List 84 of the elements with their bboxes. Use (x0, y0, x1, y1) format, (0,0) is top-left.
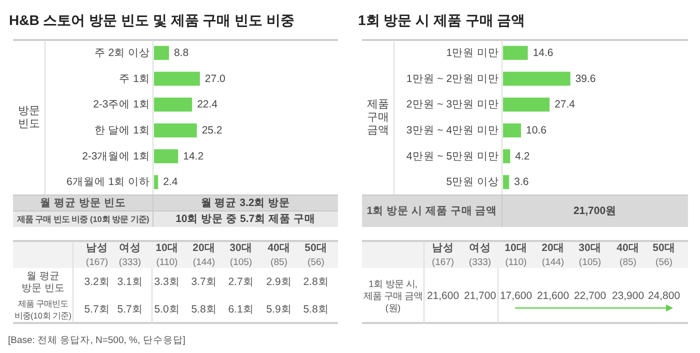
x-tick-label: 여성 (333) (468, 242, 492, 268)
data-label: 3.7회 (191, 276, 217, 288)
y-tick-label: 제품 구매빈도 비중(10회 기준) (14, 298, 72, 320)
data-label: 3.6 (514, 176, 529, 188)
x-tick-label: 남성 (167) (432, 242, 454, 268)
chart-title: 1회 방문 시 제품 구매 금액 (358, 12, 526, 28)
data-label: 10.6 (526, 124, 547, 136)
x-tick-label: 40대 (85) (616, 242, 640, 268)
bar (154, 175, 158, 190)
text: 월 평균 3.2회 방문 (200, 197, 290, 209)
y-tick-label: 5만원 이상 (446, 176, 499, 188)
x-tick-label: 여성 (333) (118, 242, 142, 268)
data-label: 5.8회 (303, 303, 329, 316)
data-label: 5.0회 (154, 303, 180, 316)
text: 10회 방문 중 5.7회 제품 구매 (176, 213, 316, 225)
y-axis-title: 방문 빈도 (18, 105, 40, 130)
y-tick-label: 1회 방문 시, 제품 구매 금액 (원) (363, 279, 423, 313)
bar (503, 149, 510, 164)
y-tick-label: 3만원 ~ 4만원 미만 (406, 124, 499, 136)
y-tick-label: 4만원 ~ 5만원 미만 (406, 150, 499, 162)
data-label: 14.2 (183, 150, 204, 162)
bar (154, 123, 197, 138)
data-label: 5.9회 (266, 303, 292, 316)
data-label: 5.7회 (84, 303, 110, 316)
bar (503, 72, 570, 86)
data-label: 23,900 (612, 290, 644, 302)
data-label: 17,600 (500, 290, 532, 302)
x-tick-label: 50대 (56) (652, 242, 676, 268)
data-label: 4.2 (515, 150, 530, 162)
data-label: 6.1회 (228, 303, 254, 316)
data-label: 27.4 (554, 98, 576, 111)
x-tick-label: 30대 (105) (230, 242, 252, 268)
y-tick-label: 6개월에 1회 이하 (66, 176, 150, 188)
y-axis-title: 제품 구매 금액 (367, 98, 389, 136)
data-label: 21,600 (426, 290, 460, 302)
y-tick-label: 2-3개월에 1회 (82, 150, 150, 162)
data-label: 39.6 (575, 72, 596, 85)
data-label: 3.1회 (117, 276, 143, 288)
text: 1회 방문 시 제품 구매 금액 (366, 205, 498, 217)
data-label: 2.7회 (228, 276, 254, 288)
data-label: 21,700 (464, 290, 496, 302)
chart-title: H&B 스토어 방문 빈도 및 제품 구매 빈도 비중 (9, 12, 294, 28)
y-tick-label: 주 1회 (119, 72, 150, 85)
data-label: 3.3회 (154, 276, 180, 288)
y-tick-label: 1만원 미만 (446, 46, 499, 59)
bar (503, 175, 510, 190)
data-label: 2.4 (163, 176, 178, 188)
x-tick-label: 남성 (167) (86, 242, 108, 268)
data-label: 25.2 (202, 124, 222, 136)
x-tick-label: 10대 (110) (156, 242, 178, 268)
x-tick-label: 40대 (85) (268, 242, 290, 268)
data-label: 24,800 (648, 290, 680, 302)
data-label: 2.8회 (303, 276, 329, 288)
text: 월 평균 방문 빈도 (40, 197, 126, 209)
x-tick-label: 20대 (144) (192, 242, 216, 268)
bar (154, 149, 178, 164)
data-label: 2.9회 (266, 276, 292, 288)
bar (154, 46, 169, 60)
data-label: 5.8회 (191, 303, 217, 316)
x-tick-label: 20대 (144) (542, 242, 564, 268)
data-label: 3.2회 (84, 276, 110, 288)
y-tick-label: 주 2회 이상 (94, 46, 150, 59)
data-label: 22.4 (197, 98, 218, 111)
data-label: 21,600 (536, 290, 570, 302)
data-label: 5.7회 (117, 303, 143, 316)
data-label: 8.8 (174, 46, 189, 59)
data-label: 14.6 (532, 46, 554, 59)
text: [Base: 전체 응답자, N=500, %, 단수응답] (8, 334, 186, 346)
bar (503, 46, 528, 60)
y-tick-label: 2-3주에 1회 (93, 98, 150, 111)
x-tick-label: 10대 (110) (504, 242, 528, 268)
bar (503, 123, 522, 138)
bar (503, 98, 550, 112)
y-tick-label: 2만원 ~ 3만원 미만 (406, 98, 499, 111)
bar (154, 98, 192, 112)
text: 제품 구매 빈도 비중 (10회 방문 기준) (16, 214, 150, 224)
data-label: 22,700 (574, 290, 606, 302)
x-tick-label: 30대 (105) (578, 242, 602, 268)
y-tick-label: 1만원 ~ 2만원 미만 (406, 72, 499, 85)
y-tick-label: 한 달에 1회 (94, 124, 150, 136)
data-label: 27.0 (204, 72, 226, 85)
x-tick-label: 50대 (56) (304, 242, 328, 268)
text: 21,700원 (573, 205, 617, 217)
bar (154, 72, 200, 86)
